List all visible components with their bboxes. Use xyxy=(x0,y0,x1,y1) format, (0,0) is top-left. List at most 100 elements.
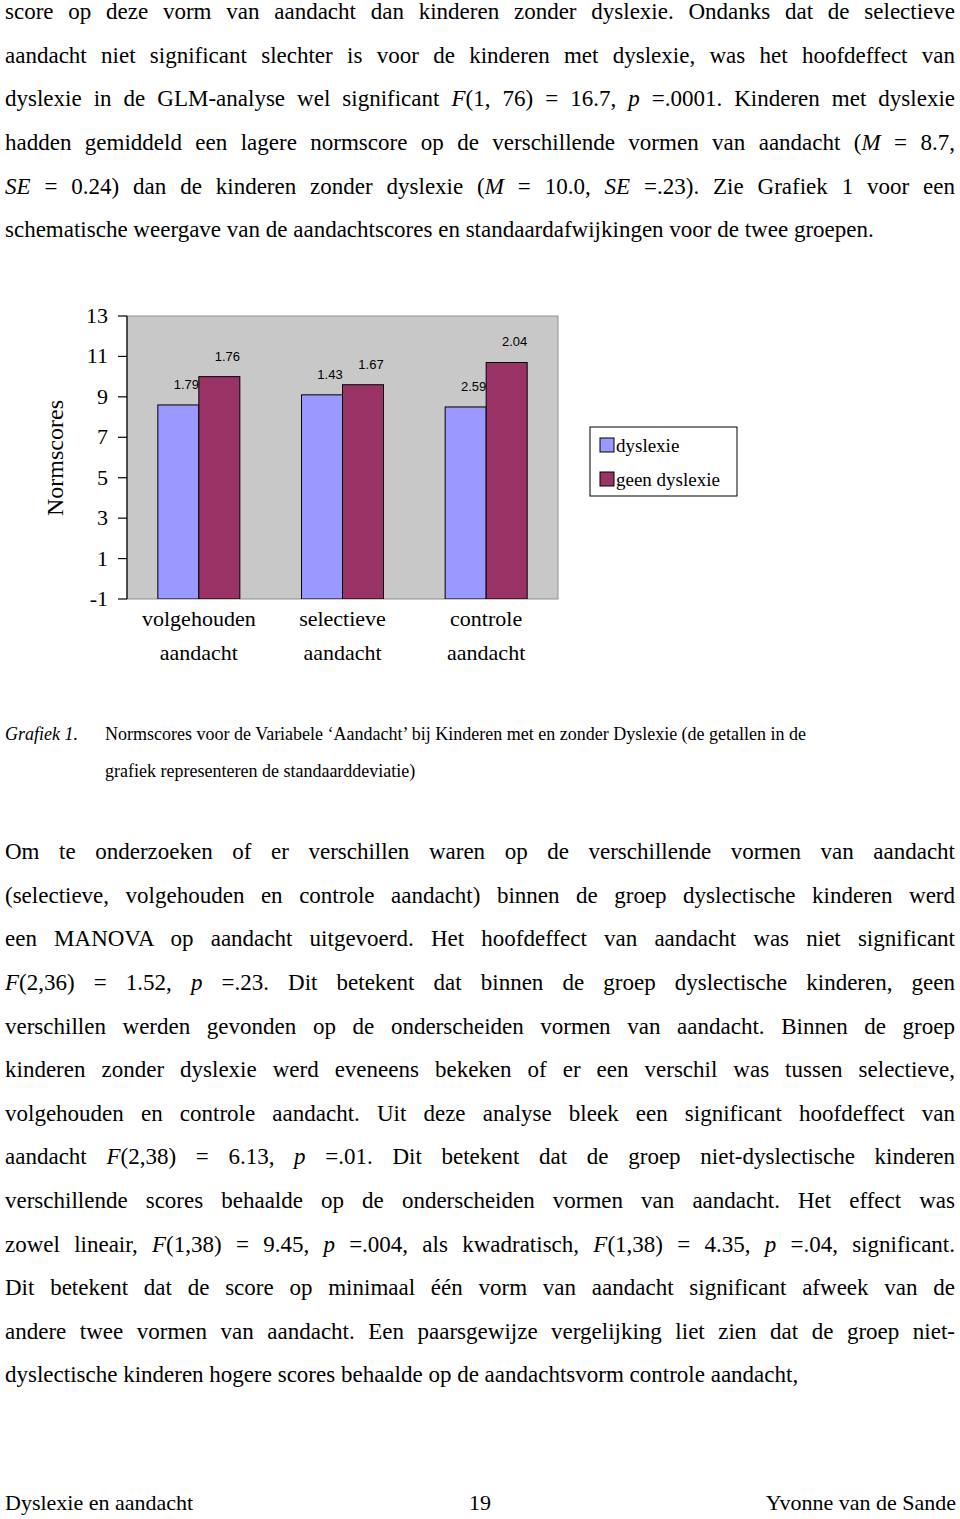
legend xyxy=(590,427,737,496)
text-run: =.01. Dit betekent dat de groep niet-dys… xyxy=(306,1144,955,1169)
footer-left: Dyslexie en aandacht xyxy=(5,1488,193,1518)
y-tick xyxy=(118,396,127,397)
text-run: aandacht xyxy=(5,1144,106,1169)
sd-label: 1.79 xyxy=(174,377,199,392)
y-tick xyxy=(118,598,127,599)
text-run-italic: p xyxy=(765,1232,777,1257)
y-tick xyxy=(118,558,127,559)
text-run: verschillende scores behaalde op de onde… xyxy=(5,1188,955,1213)
caption-label: Grafiek 1. xyxy=(5,723,78,745)
y-axis xyxy=(126,316,127,599)
y-tick-label: 1 xyxy=(97,546,108,571)
text-run: (1, 76) = 16.7, xyxy=(466,86,629,111)
y-tick-label: -1 xyxy=(90,586,108,611)
y-tick-label: 13 xyxy=(86,303,108,328)
text-run-italic: F xyxy=(451,86,465,111)
text-run-italic: p xyxy=(323,1232,335,1257)
text-line: zowel lineair, F(1,38) = 9.45, p =.004, … xyxy=(5,1223,955,1267)
text-line: hadden gemiddeld een lagere normscore op… xyxy=(5,121,955,165)
text-line: aandacht niet significant slechter is vo… xyxy=(5,34,955,78)
y-tick xyxy=(118,315,127,316)
text-run-italic: F xyxy=(106,1144,120,1169)
text-line: F(2,36) = 1.52, p =.23. Dit betekent dat… xyxy=(5,961,955,1005)
sd-label: 1.76 xyxy=(215,349,240,364)
text-run: (1,38) = 4.35, xyxy=(607,1232,764,1257)
sd-label: 1.67 xyxy=(358,357,383,372)
text-line: aandacht F(2,38) = 6.13, p =.01. Dit bet… xyxy=(5,1135,955,1179)
text-line: dyslexie in de GLM-analyse wel significa… xyxy=(5,77,955,121)
text-line: verschillende scores behaalde op de onde… xyxy=(5,1179,955,1223)
text-line: schematische weergave van de aandachtsco… xyxy=(5,208,955,252)
y-tick-label: 9 xyxy=(97,384,108,409)
text-run-italic: F xyxy=(593,1232,607,1257)
y-axis-label: Normscores xyxy=(42,400,68,516)
text-run-italic: p xyxy=(191,970,203,995)
text-run-italic: SE xyxy=(5,174,31,199)
text-line: een MANOVA op aandacht uitgevoerd. Het h… xyxy=(5,917,955,961)
text-run-italic: F xyxy=(152,1232,166,1257)
bar xyxy=(199,377,240,599)
x-tick-label: volgehoudenaandacht xyxy=(142,606,256,665)
text-run: =.04, significant. xyxy=(776,1232,955,1257)
text-run: (selectieve, volgehouden en controle aan… xyxy=(5,883,955,908)
sd-label: 2.04 xyxy=(502,334,527,349)
footer-right: Yvonne van de Sande xyxy=(766,1488,956,1518)
text-run: =.23. Dit betekent dat binnen de groep d… xyxy=(202,970,955,995)
text-run: een MANOVA op aandacht uitgevoerd. Het h… xyxy=(5,926,955,951)
text-run: = 10.0, xyxy=(504,174,605,199)
y-tick-label: 11 xyxy=(87,343,108,368)
text-run: = 0.24) dan de kinderen zonder dyslexie … xyxy=(31,174,485,199)
text-run: =.004, als kwadratisch, xyxy=(335,1232,593,1257)
text-run: =.23). Zie Grafiek 1 voor een xyxy=(630,174,955,199)
text-line: score op deze vorm van aandacht dan kind… xyxy=(5,0,955,34)
text-run-italic: p xyxy=(294,1144,306,1169)
text-run: verschillen werden gevonden op de onders… xyxy=(5,1014,955,1039)
text-run-italic: M xyxy=(862,130,881,155)
text-line: verschillen werden gevonden op de onders… xyxy=(5,1005,955,1049)
text-run: hadden gemiddeld een lagere normscore op… xyxy=(5,130,862,155)
bar xyxy=(445,407,486,599)
text-run: (2,38) = 6.13, xyxy=(120,1144,294,1169)
text-run: schematische weergave van de aandachtsco… xyxy=(5,217,874,242)
text-line: Om te onderzoeken of er verschillen ware… xyxy=(5,830,955,874)
legend-swatch xyxy=(600,438,614,452)
y-tick xyxy=(118,518,127,519)
text-run: = 8.7, xyxy=(881,130,955,155)
text-run: (2,36) = 1.52, xyxy=(19,970,191,995)
text-line: dyslectische kinderen hogere scores beha… xyxy=(5,1353,955,1397)
text-run: zowel lineair, xyxy=(5,1232,152,1257)
text-run-italic: SE xyxy=(605,174,631,199)
y-tick xyxy=(118,437,127,438)
text-line: volgehouden en controle aandacht. Uit de… xyxy=(5,1092,955,1136)
legend-label: geen dyslexie xyxy=(616,469,720,490)
y-tick xyxy=(118,477,127,478)
legend-swatch xyxy=(600,472,614,486)
bar xyxy=(158,405,199,599)
y-tick xyxy=(118,356,127,357)
bar xyxy=(486,362,527,599)
text-run: dyslexie in de GLM-analyse wel significa… xyxy=(5,86,451,111)
bar xyxy=(343,385,384,599)
sd-label: 1.43 xyxy=(317,367,342,382)
page-number: 19 xyxy=(380,1488,580,1518)
text-run: volgehouden en controle aandacht. Uit de… xyxy=(5,1101,955,1126)
text-run: score op deze vorm van aandacht dan kind… xyxy=(5,0,955,24)
text-run: Om te onderzoeken of er verschillen ware… xyxy=(5,839,955,864)
y-tick-label: 7 xyxy=(97,424,108,449)
text-run-italic: M xyxy=(485,174,504,199)
legend-label: dyslexie xyxy=(616,435,679,456)
text-run: aandacht niet significant slechter is vo… xyxy=(5,43,955,68)
x-tick-label: selectieveaandacht xyxy=(299,606,386,665)
text-run: =.0001. Kinderen met dyslexie xyxy=(640,86,955,111)
caption-line: Normscores voor de Variabele ‘Aandacht’ … xyxy=(105,723,806,745)
text-run-italic: F xyxy=(5,970,19,995)
y-tick-label: 3 xyxy=(97,505,108,530)
text-run: kinderen zonder dyslexie werd eveneens b… xyxy=(5,1057,955,1082)
caption-line: grafiek representeren de standaarddeviat… xyxy=(105,760,415,782)
text-line: SE = 0.24) dan de kinderen zonder dyslex… xyxy=(5,165,955,209)
bar xyxy=(302,395,343,599)
text-line: (selectieve, volgehouden en controle aan… xyxy=(5,874,955,918)
bars xyxy=(158,362,527,599)
text-line: andere twee vormen van aandacht. Een paa… xyxy=(5,1310,955,1354)
text-run: (1,38) = 9.45, xyxy=(166,1232,323,1257)
